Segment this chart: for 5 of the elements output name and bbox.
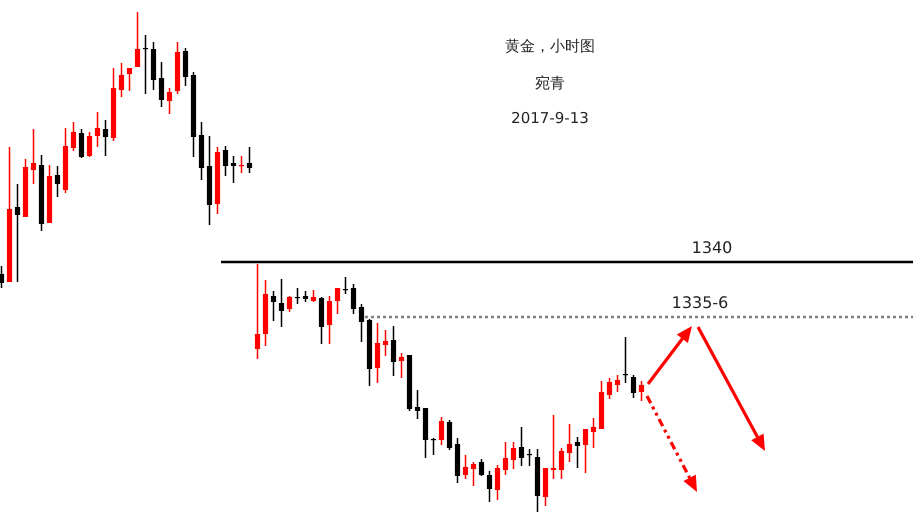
annotation: 2017-9-13	[511, 109, 589, 127]
annotation: 1335-6	[672, 293, 728, 312]
annotation: 1340	[692, 238, 732, 257]
title: 黄金，小时图	[505, 37, 595, 55]
subtitle: 宛青	[535, 74, 565, 92]
